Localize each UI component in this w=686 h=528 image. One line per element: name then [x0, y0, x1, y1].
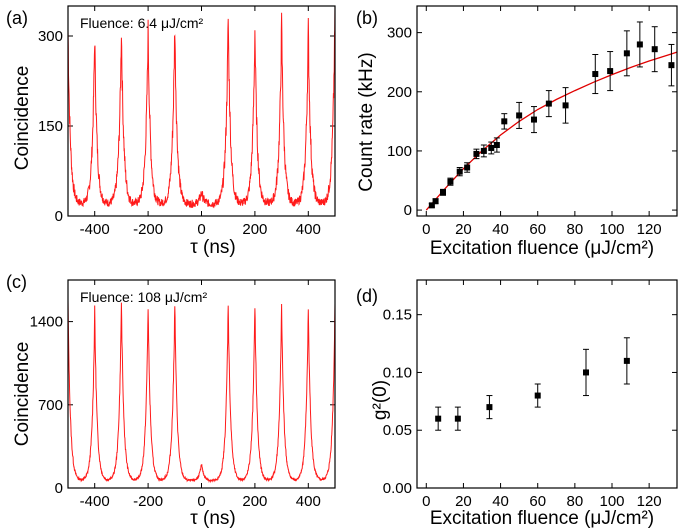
data-point	[473, 150, 480, 157]
panel-b: (b) Count rate (kHz) Excitation fluence …	[356, 5, 678, 259]
panel-c-ylabel: Coincidence	[12, 342, 33, 447]
x-tick-label: 100	[599, 221, 624, 238]
x-tick-label: 40	[492, 221, 509, 238]
data-point	[464, 164, 471, 171]
x-tick-label: 200	[242, 221, 267, 238]
data-point	[432, 198, 439, 205]
data-point	[623, 357, 630, 364]
data-point	[493, 142, 500, 149]
y-tick-label: 0	[55, 480, 63, 497]
data-point	[531, 116, 537, 123]
data-point	[486, 404, 493, 411]
x-tick-label: 400	[296, 493, 321, 510]
panel-d-axes: 0 20 40 60 80 100 120 0.00 0.05 0.10 0.15	[383, 279, 678, 510]
y-tick-label: 0.15	[383, 307, 412, 324]
x-tick-label: -400	[80, 221, 110, 238]
data-point	[440, 189, 446, 196]
panel-b-xlabel: Excitation fluence (μJ/cm²)	[430, 238, 654, 259]
data-point	[545, 100, 552, 107]
panel-c: (c) Fluence: 108 μJ/cm² Coincidence τ (n…	[6, 272, 336, 528]
x-tick-label: 400	[296, 221, 321, 238]
data-point	[607, 68, 614, 75]
panel-a: (a) Fluence: 6.4 μJ/cm² Coincidence τ (n…	[6, 5, 336, 258]
x-tick-label: 0	[422, 221, 430, 238]
x-tick-label: 40	[492, 493, 509, 510]
x-tick-label: 20	[455, 221, 472, 238]
data-point	[592, 71, 599, 78]
coincidence-trace	[67, 5, 336, 209]
x-tick-label: 120	[637, 221, 662, 238]
y-tick-label: 0.05	[383, 422, 412, 439]
data-point	[534, 392, 541, 399]
data-point	[447, 178, 454, 185]
panel-b-ylabel: Count rate (kHz)	[356, 52, 377, 191]
data-point	[488, 144, 495, 151]
x-tick-label: 100	[599, 493, 624, 510]
plot-frame	[416, 5, 678, 217]
data-point	[501, 118, 508, 125]
panel-d-label: (d)	[356, 286, 378, 306]
y-tick-label: 0.00	[383, 480, 412, 497]
y-tick-label: 300	[387, 25, 412, 42]
x-tick-label: 0	[197, 493, 205, 510]
panel-a-annotation: Fluence: 6.4 μJ/cm²	[80, 15, 204, 31]
data-point	[562, 102, 569, 109]
y-tick-label: 0	[55, 208, 63, 225]
y-tick-label: 700	[38, 397, 63, 414]
x-tick-label: 60	[529, 221, 546, 238]
x-tick-label: 200	[242, 493, 267, 510]
y-tick-label: 300	[38, 28, 63, 45]
data-point	[623, 50, 630, 57]
data-point	[583, 369, 589, 376]
x-tick-label: 80	[567, 493, 584, 510]
y-tick-label: 1400	[30, 314, 63, 331]
x-tick-label: -200	[133, 493, 163, 510]
fit-curve	[425, 51, 678, 211]
panel-b-label: (b)	[356, 8, 378, 28]
coincidence-trace	[67, 299, 336, 484]
panel-b-axes: 0 20 40 60 80 100 120 0 100 200 300	[387, 5, 678, 238]
x-tick-label: -200	[133, 221, 163, 238]
x-tick-label: 20	[455, 493, 472, 510]
panel-a-label: (a)	[6, 8, 28, 28]
plot-frame	[416, 279, 678, 489]
plot-frame	[67, 5, 336, 217]
y-tick-label: 200	[387, 84, 412, 101]
y-tick-label: 0.10	[383, 364, 412, 381]
panel-c-axes: -400 -200 0 200 400 0 700 1400	[30, 279, 336, 510]
panel-c-annotation: Fluence: 108 μJ/cm²	[80, 289, 207, 305]
x-tick-label: 0	[197, 221, 205, 238]
data-point	[456, 168, 463, 175]
x-tick-label: 120	[637, 493, 662, 510]
data-point	[480, 147, 487, 154]
panel-d-ylabel: g²(0)	[370, 380, 391, 420]
panel-a-axes: -400 -200 0 200 400 0 150 300	[38, 5, 336, 238]
y-tick-label: 100	[387, 143, 412, 160]
x-tick-label: 0	[422, 493, 430, 510]
data-point	[435, 415, 442, 422]
x-tick-label: 60	[529, 493, 546, 510]
y-tick-label: 150	[38, 118, 63, 135]
x-tick-label: -400	[80, 493, 110, 510]
data-point	[428, 202, 435, 209]
y-tick-label: 0	[404, 202, 412, 219]
panel-d-xlabel: Excitation fluence (μJ/cm²)	[430, 508, 654, 528]
data-point	[516, 112, 523, 119]
panel-c-xlabel: τ (ns)	[190, 508, 236, 528]
data-point	[668, 62, 675, 69]
panel-c-label: (c)	[6, 272, 27, 292]
panel-a-ylabel: Coincidence	[12, 66, 33, 171]
data-point	[651, 46, 658, 53]
data-point	[454, 415, 461, 422]
panel-a-xlabel: τ (ns)	[190, 237, 236, 258]
data-point	[636, 41, 643, 48]
plot-frame	[67, 279, 336, 489]
x-tick-label: 80	[567, 221, 584, 238]
panel-d: (d) g²(0) Excitation fluence (μJ/cm²) 0 2…	[356, 279, 678, 528]
